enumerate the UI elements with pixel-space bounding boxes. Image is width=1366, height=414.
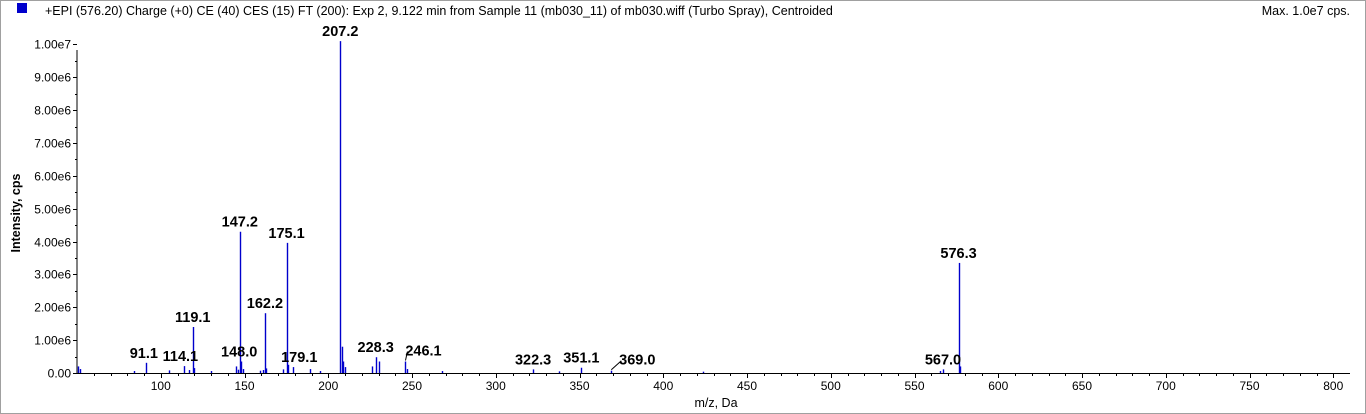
peak-label: 246.1: [405, 344, 441, 360]
max-intensity-label: Max. 1.0e7 cps.: [1261, 4, 1350, 18]
y-tick-label: 1.00e7: [34, 38, 71, 52]
peak-label: 179.1: [281, 350, 317, 366]
peak-label: 351.1: [563, 351, 599, 367]
y-tick-label: 6.00e6: [34, 170, 71, 184]
peak-label: 228.3: [358, 340, 394, 356]
x-tick-label: 600: [988, 379, 1008, 393]
peak-label: 162.2: [247, 296, 283, 312]
x-tick-label: 350: [569, 379, 589, 393]
peak-label: 147.2: [222, 215, 258, 231]
x-tick-label: 400: [653, 379, 673, 393]
y-tick-label: 1.00e6: [34, 334, 71, 348]
x-axis-label: m/z, Da: [694, 396, 737, 410]
x-tick-label: 100: [151, 379, 171, 393]
peak-label-leader: [404, 351, 408, 361]
x-tick-label: 300: [486, 379, 506, 393]
peak-labels: 91.1 114.1 119.1 148.0 147.2 162.2 175.1 179.1 2…: [130, 24, 977, 371]
x-tick-label: 450: [737, 379, 757, 393]
x-tick-label: 750: [1239, 379, 1259, 393]
peak-bars: [77, 41, 962, 373]
y-axis-label: Intensity, cps: [9, 173, 23, 252]
x-tick-label: 250: [402, 379, 422, 393]
peak-label-leader: [610, 360, 622, 371]
y-tick-label: 8.00e6: [34, 104, 71, 118]
peak-label: 114.1: [163, 349, 199, 365]
y-tick-label: 0.00: [48, 367, 72, 381]
y-tick-label: 7.00e6: [34, 137, 71, 151]
x-tick-label: 500: [821, 379, 841, 393]
spectrum-header: +EPI (576.20) Charge (+0) CE (40) CES (1…: [0, 0, 1366, 22]
peak-label: 91.1: [130, 346, 158, 362]
peak-label: 148.0: [221, 345, 257, 361]
x-tick-label: 650: [1072, 379, 1092, 393]
x-tick-label: 800: [1323, 379, 1343, 393]
spectrum-title: +EPI (576.20) Charge (+0) CE (40) CES (1…: [45, 4, 833, 18]
y-tick-label: 9.00e6: [34, 71, 71, 85]
peak-label: 369.0: [619, 353, 655, 369]
y-tick-label: 3.00e6: [34, 268, 71, 282]
peak-label: 322.3: [515, 352, 551, 368]
peak-label: 119.1: [175, 310, 211, 326]
x-tick-label: 700: [1156, 379, 1176, 393]
peak-label: 207.2: [322, 24, 358, 40]
y-tick-label: 5.00e6: [34, 203, 71, 217]
peak-label: 175.1: [268, 226, 304, 242]
peak-label: 567.0: [925, 352, 961, 368]
chart-axes: 0.00 1.00e6 2.00e6 3.00e6 4.00e6 5.00e6 6.00e6…: [34, 38, 1350, 393]
series-legend-swatch[interactable]: [17, 3, 27, 13]
x-tick-label: 200: [318, 379, 338, 393]
peak-label: 576.3: [940, 246, 976, 262]
x-tick-label: 550: [904, 379, 924, 393]
y-tick-label: 4.00e6: [34, 236, 71, 250]
x-tick-label: 150: [234, 379, 254, 393]
y-tick-label: 2.00e6: [34, 301, 71, 315]
